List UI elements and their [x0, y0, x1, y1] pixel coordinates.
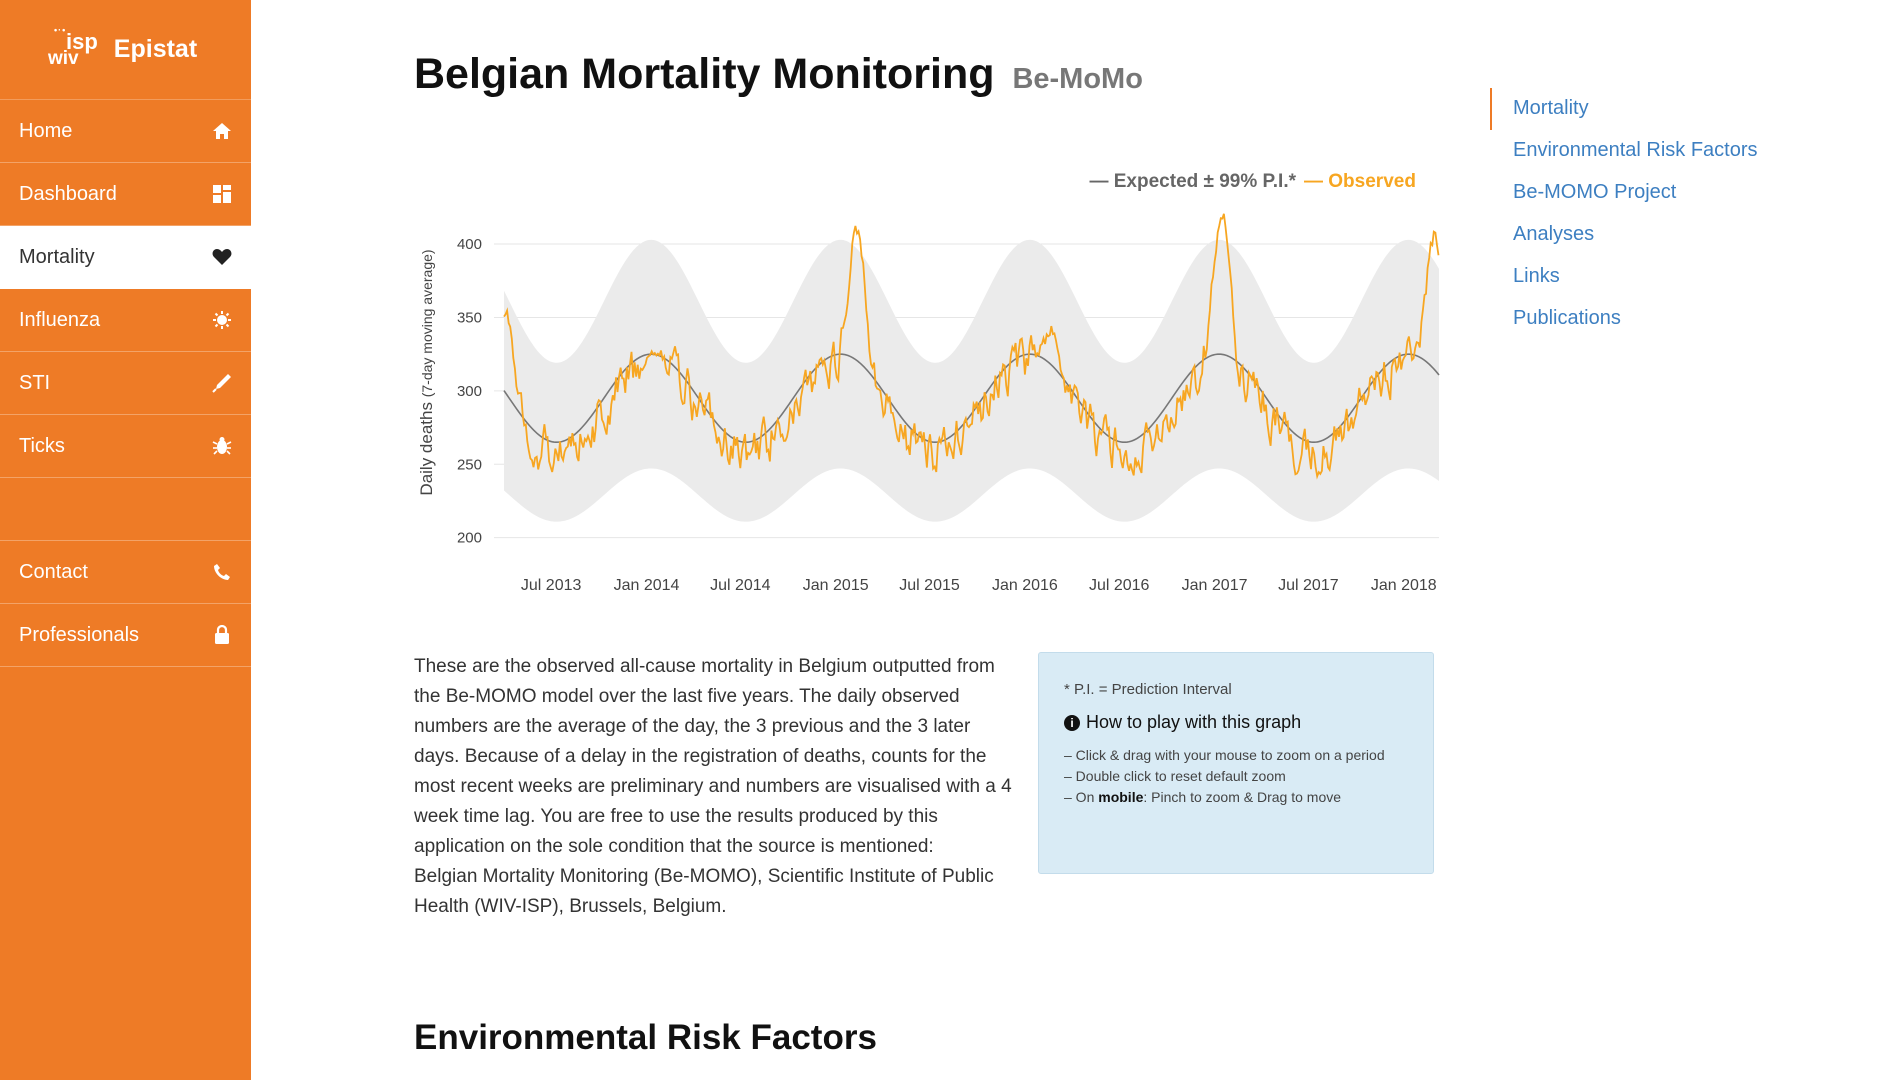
page-title-text: Belgian Mortality Monitoring: [414, 50, 995, 98]
help-heading-text: How to play with this graph: [1086, 712, 1302, 732]
x-tick-label: Jan 2017: [1182, 577, 1248, 594]
home-icon: [211, 120, 233, 142]
syringe-icon: [211, 372, 233, 394]
sidebar-item-influenza[interactable]: Influenza: [0, 289, 251, 352]
x-tick-label: Jan 2014: [614, 577, 680, 594]
observed-series-line[interactable]: [503, 213, 1440, 480]
help-tip-suffix: : Pinch to zoom & Drag to move: [1143, 789, 1342, 805]
toc-item-environmental-risk-factors[interactable]: Environmental Risk Factors: [1513, 139, 1758, 161]
x-tick-label: Jul 2016: [1089, 577, 1150, 594]
sidebar-item-mortality[interactable]: Mortality: [0, 226, 251, 289]
toc-item-be-momo-project[interactable]: Be-MOMO Project: [1513, 181, 1677, 203]
chart-legend[interactable]: — Expected ± 99% P.I.* — Observed: [1089, 171, 1415, 192]
sidebar-item-label: Professionals: [19, 623, 140, 646]
sidebar-item-professionals[interactable]: Professionals: [0, 604, 251, 667]
x-tick-label: Jul 2017: [1278, 577, 1339, 594]
mortality-chart[interactable]: — Expected ± 99% P.I.* — Observed Daily …: [414, 160, 1464, 610]
sidebar-divider: [0, 478, 251, 541]
heart-icon: [211, 246, 233, 268]
info-icon: i: [1064, 714, 1080, 731]
toc-item-mortality[interactable]: Mortality: [1490, 88, 1870, 130]
y-axis-ticks: 200 250 300 350 400: [457, 236, 482, 547]
brand[interactable]: •·• isp wiv Epistat: [0, 0, 251, 100]
y-axis-label-sub: (7-day moving average): [419, 249, 435, 397]
y-axis-label: Daily deaths (7-day moving average): [417, 249, 436, 495]
help-tip-prefix: – On: [1064, 789, 1099, 805]
legend-expected[interactable]: — Expected ± 99% P.I.*: [1089, 171, 1296, 192]
x-tick-label: Jul 2013: [521, 577, 582, 594]
sidebar-item-dashboard[interactable]: Dashboard: [0, 163, 251, 226]
page-subtitle: Be-MoMo: [1012, 63, 1143, 95]
section-title: Environmental Risk Factors: [414, 1018, 877, 1057]
sidebar-item-label: Ticks: [19, 434, 65, 457]
bug-icon: [211, 435, 233, 457]
x-tick-label: Jul 2014: [710, 577, 771, 594]
graph-help-box: * P.I. = Prediction Interval i How to pl…: [1038, 652, 1434, 874]
sidebar-item-label: Contact: [19, 560, 88, 583]
brand-name: Epistat: [113, 35, 198, 63]
x-tick-label: Jul 2015: [899, 577, 960, 594]
x-tick-label: Jan 2015: [803, 577, 869, 594]
description-citation: Belgian Mortality Monitoring (Be-MOMO), …: [414, 866, 994, 917]
sidebar-item-label: Dashboard: [19, 182, 117, 205]
toc-item-analyses[interactable]: Analyses: [1513, 223, 1595, 245]
toc-item-links[interactable]: Links: [1513, 265, 1560, 287]
sidebar-item-label: STI: [19, 371, 51, 394]
phone-icon: [211, 561, 233, 583]
sidebar-item-label: Mortality: [19, 245, 95, 268]
x-tick-label: Jan 2016: [992, 577, 1058, 594]
help-tip: – Click & drag with your mouse to zoom o…: [1064, 747, 1385, 763]
y-tick-label: 300: [457, 383, 482, 400]
x-axis-ticks: Jul 2013 Jan 2014 Jul 2014 Jan 2015 Jul 2015…: [521, 577, 1437, 594]
virus-icon: [211, 309, 233, 331]
sidebar-item-contact[interactable]: Contact: [0, 541, 251, 604]
sidebar: •·• isp wiv Epistat Home Dashboard Morta…: [0, 0, 251, 1080]
x-tick-label: Jan 2018: [1371, 577, 1437, 594]
sidebar-item-ticks[interactable]: Ticks: [0, 415, 251, 478]
isp-wiv-logo: •·• isp wiv: [48, 25, 98, 69]
logo-dots: •·•: [54, 25, 67, 36]
dashboard-icon: [211, 183, 233, 205]
y-tick-label: 200: [457, 530, 482, 547]
help-tip: – Double click to reset default zoom: [1064, 768, 1286, 784]
pi-note: * P.I. = Prediction Interval: [1064, 681, 1232, 698]
y-tick-label: 350: [457, 309, 482, 326]
prediction-interval-band: [504, 239, 1439, 522]
lock-icon: [211, 624, 233, 646]
sidebar-item-home[interactable]: Home: [0, 100, 251, 163]
help-tip-mobile-bold: mobile: [1098, 789, 1144, 805]
y-axis-label-main: Daily deaths: [417, 402, 436, 496]
legend-observed[interactable]: — Observed: [1304, 171, 1416, 192]
y-tick-label: 400: [457, 236, 482, 253]
page-title: Belgian Mortality Monitoring Be-MoMo: [414, 50, 1143, 99]
table-of-contents: Mortality Environmental Risk Factors Be-…: [1490, 88, 1870, 340]
help-tip-mobile: – On mobile: Pinch to zoom & Drag to mov…: [1064, 787, 1409, 808]
sidebar-item-sti[interactable]: STI: [0, 352, 251, 415]
y-tick-label: 250: [457, 456, 482, 473]
sidebar-item-label: Home: [19, 119, 73, 142]
description: These are the observed all-cause mortali…: [414, 652, 1014, 922]
sidebar-item-label: Influenza: [19, 308, 101, 331]
description-paragraph: These are the observed all-cause mortali…: [414, 656, 1012, 857]
toc-item-publications[interactable]: Publications: [1513, 307, 1621, 329]
help-heading: i How to play with this graph: [1064, 712, 1409, 733]
